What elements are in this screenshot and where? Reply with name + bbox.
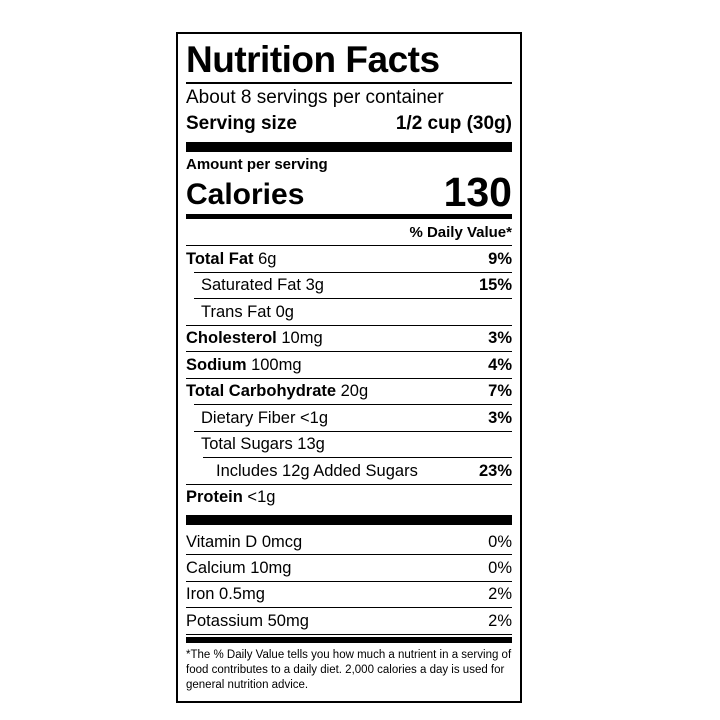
nutrient-daily-value: 4% (488, 355, 512, 374)
nutrient-amount: 0.5mg (214, 585, 265, 604)
nutrient-daily-value: 3% (488, 329, 512, 348)
nutrient-daily-value: 15% (478, 276, 512, 295)
nutrient-row-text: Total Fat 6g (186, 250, 276, 269)
nutrient-name: Potassium (186, 611, 264, 630)
nutrient-row: Total Carbohydrate 20g 7% (186, 377, 512, 404)
nutrient-name: Iron (186, 585, 215, 604)
nutrient-row: Saturated Fat 3g 15% (194, 271, 512, 298)
serving-size-row: Serving size 1/2 cup (30g) (186, 112, 512, 137)
nutrient-name: Saturated Fat (201, 276, 301, 295)
nutrient-name: Sodium (186, 355, 247, 374)
nutrient-row-text: Total Sugars 13g (194, 435, 325, 454)
nutrient-row: Cholesterol 10mg 3% (186, 324, 512, 351)
calories-value: 130 (443, 168, 512, 215)
nutrient-daily-value: 7% (488, 382, 512, 401)
micros-bottom-rule (186, 633, 512, 635)
micronutrient-row: Vitamin D 0mcg 0% (186, 529, 512, 554)
micronutrient-row: Iron 0.5mg 2% (186, 580, 512, 607)
nutrient-row-text: Saturated Fat 3g (194, 276, 324, 295)
nutrient-amount: 0mcg (257, 532, 303, 551)
footnote-text: *The % Daily Value tells you how much a … (186, 648, 512, 691)
nutrient-row-text: Includes 12g Added Sugars (203, 462, 418, 481)
label-title: Nutrition Facts (186, 39, 440, 80)
nutrient-row: Total Sugars 13g (194, 430, 512, 457)
nutrient-daily-value: 3% (488, 408, 512, 427)
footnote-divider (186, 636, 512, 643)
serving-size-label: Serving size (186, 112, 297, 134)
nutrient-amount: 13g (292, 435, 325, 454)
nutrient-name: Cholesterol (186, 329, 277, 348)
nutrient-amount: 0g (271, 302, 294, 321)
nutrient-amount: 6g (253, 249, 277, 268)
micronutrient-row: Calcium 10mg 0% (186, 554, 512, 580)
thick-divider-middle (186, 515, 512, 525)
micronutrient-row-text: Potassium 50mg (186, 612, 309, 631)
serving-size-value: 1/2 cup (30g) (395, 112, 512, 134)
nutrient-row: Protein <1g (186, 483, 512, 510)
thick-divider-top (186, 141, 512, 152)
nutrient-amount: <1g (295, 408, 329, 427)
nutrient-amount: 3g (300, 276, 324, 295)
nutrient-amount: 10mg (276, 329, 323, 348)
servings-per-container: About 8 servings per container (186, 87, 444, 109)
calories-row: Calories 130 (186, 168, 512, 215)
nutrient-amount: <1g (242, 488, 276, 507)
micronutrient-rows: Vitamin D 0mcg 0% Calcium 10mg 0% Iron 0.5mg… (186, 529, 512, 634)
micronutrient-row-text: Iron 0.5mg (186, 585, 265, 604)
nutrient-amount: 10mg (245, 558, 292, 577)
daily-value-header: % Daily Value* (409, 224, 512, 242)
nutrient-row-text: Cholesterol 10mg (186, 329, 323, 348)
nutrient-name: Dietary Fiber (201, 408, 296, 427)
nutrient-daily-value: 23% (478, 461, 512, 480)
nutrient-row: Trans Fat 0g (194, 298, 512, 324)
nutrient-row: Includes 12g Added Sugars 23% (203, 457, 512, 483)
nutrient-amount: 20g (336, 382, 369, 401)
amount-per-serving-label: Amount per serving (186, 155, 328, 173)
nutrient-row-text: Trans Fat 0g (194, 303, 294, 322)
nutrient-name: Calcium (186, 558, 246, 577)
nutrient-daily-value: 2% (488, 611, 512, 630)
nutrient-name: Protein (186, 488, 243, 507)
micronutrient-row-text: Calcium 10mg (186, 559, 291, 578)
nutrient-name: Vitamin D (186, 532, 258, 551)
nutrient-daily-value: 0% (488, 532, 512, 551)
nutrient-name: Trans Fat (201, 302, 271, 321)
nutrient-amount: 100mg (246, 355, 302, 374)
nutrient-daily-value: 0% (488, 558, 512, 577)
micronutrient-row-text: Vitamin D 0mcg (186, 533, 302, 552)
nutrient-amount: 50mg (263, 611, 309, 630)
nutrient-row-text: Dietary Fiber <1g (194, 409, 328, 428)
nutrient-daily-value: 2% (488, 585, 512, 604)
nutrient-row: Total Fat 6g 9% (186, 245, 512, 271)
calories-divider (186, 214, 512, 220)
nutrient-name: Includes 12g Added Sugars (216, 461, 418, 480)
nutrition-facts-label: Nutrition Facts About 8 servings per con… (176, 32, 522, 703)
nutrient-row: Sodium 100mg 4% (186, 351, 512, 377)
title-divider (186, 82, 512, 85)
calories-label: Calories (186, 178, 305, 212)
nutrient-daily-value: 9% (488, 249, 512, 268)
nutrient-row: Dietary Fiber <1g 3% (194, 404, 512, 430)
nutrient-row-text: Protein <1g (186, 488, 275, 507)
nutrient-row-text: Sodium 100mg (186, 356, 302, 375)
nutrient-row-text: Total Carbohydrate 20g (186, 382, 368, 401)
nutrient-rows: Total Fat 6g 9% Saturated Fat 3g 15% Trans F… (186, 245, 512, 510)
nutrient-name: Total Fat (186, 249, 254, 268)
nutrient-name: Total Carbohydrate (186, 382, 337, 401)
micronutrient-row: Potassium 50mg 2% (186, 607, 512, 633)
nutrient-name: Total Sugars (201, 435, 293, 454)
